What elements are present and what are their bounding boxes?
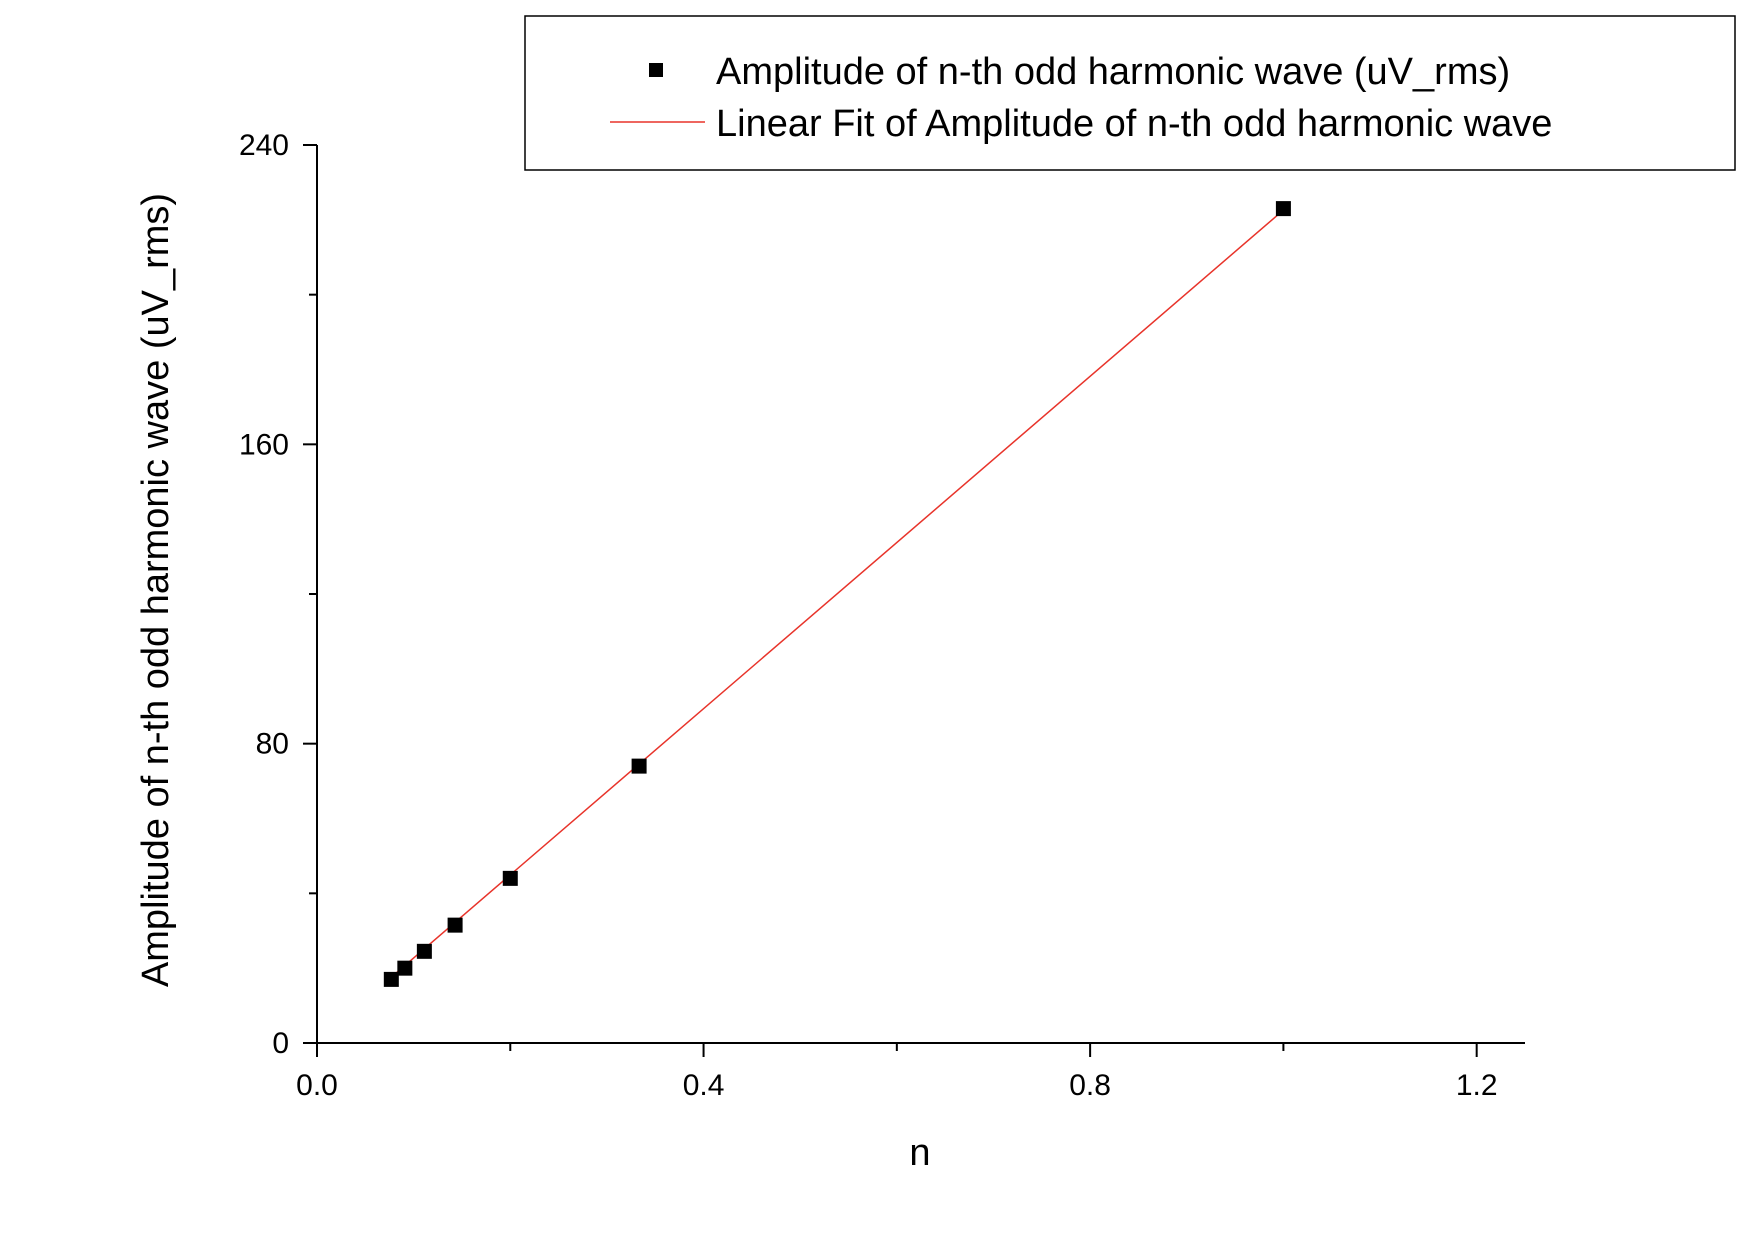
legend-box: [524, 15, 1736, 171]
data-point: [1275, 201, 1291, 217]
y-tick-label: 240: [239, 129, 289, 162]
x-tick-label: 0.0: [296, 1069, 338, 1102]
ticks: 0.0 0.4 0.8 1.2 0 80 160 240: [239, 129, 1498, 1102]
data-point: [631, 758, 647, 774]
y-tick-label: 0: [272, 1027, 289, 1060]
y-tick-label: 160: [239, 428, 289, 461]
legend-label-data: Amplitude of n-th odd harmonic wave (uV_…: [716, 51, 1510, 93]
legend: Amplitude of n-th odd harmonic wave (uV_…: [524, 15, 1736, 171]
data-point: [502, 870, 518, 886]
data-point: [416, 943, 432, 959]
data-point: [397, 960, 413, 976]
x-tick-label: 0.4: [683, 1069, 725, 1102]
data-point: [447, 917, 463, 933]
x-axis-title: n: [909, 1132, 930, 1174]
legend-label-fit: Linear Fit of Amplitude of n-th odd harm…: [716, 103, 1552, 145]
x-tick-label: 1.2: [1456, 1069, 1498, 1102]
legend-square-marker: [649, 63, 663, 77]
fit-line: [390, 209, 1284, 978]
data-marks: [383, 201, 1291, 987]
x-tick-label: 0.8: [1069, 1069, 1111, 1102]
data-point: [383, 971, 399, 987]
y-tick-label: 80: [256, 728, 289, 761]
y-axis-title: Amplitude of n-th odd harmonic wave (uV_…: [135, 193, 177, 987]
axes: [316, 145, 1525, 1044]
